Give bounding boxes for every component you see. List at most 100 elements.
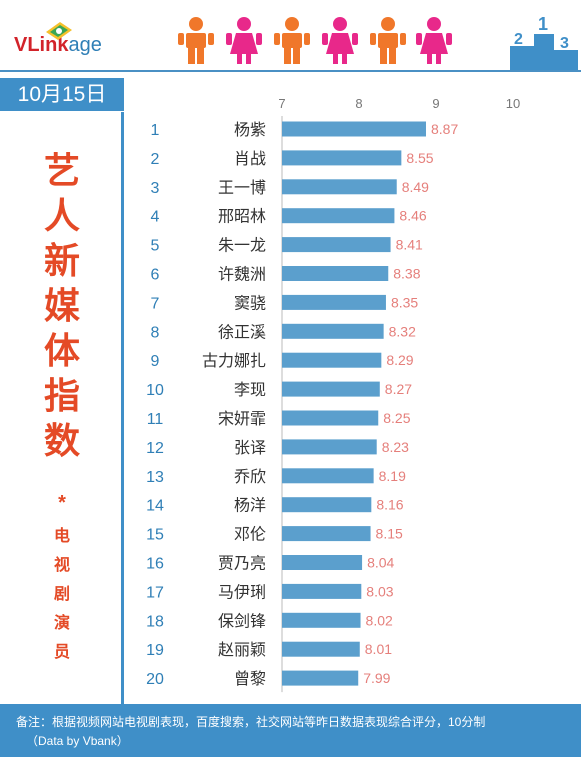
name-label: 马伊琍 — [218, 582, 266, 601]
value-label: 8.41 — [396, 237, 423, 253]
rank-label: 4 — [151, 209, 160, 226]
brand-logo-suffix: age — [68, 34, 102, 56]
value-label: 8.46 — [399, 208, 426, 224]
x-tick-label: 7 — [278, 96, 285, 111]
value-label: 8.25 — [383, 410, 410, 426]
subtitle-char: 电 — [53, 528, 70, 545]
footer-note-text: 备注：根据视频网站电视剧表现，百度搜索，社交网站等昨日数据表现综合评分，10分制 — [16, 715, 486, 729]
svg-text:1: 1 — [538, 14, 548, 34]
ranking-bar-chart: 7 8 9 10 1 杨紫 8.87 2 肖战 8.55 3 王一博 8.49 4 邢昭林 8.46 5 朱一龙 8… — [146, 96, 520, 693]
bar — [282, 497, 372, 513]
bar — [282, 323, 384, 339]
value-label: 8.01 — [365, 641, 392, 657]
svg-text:2: 2 — [514, 31, 523, 48]
bar — [282, 641, 360, 657]
bar — [282, 352, 382, 368]
bar — [282, 237, 391, 253]
name-label: 邓伦 — [234, 525, 266, 544]
value-label: 8.23 — [382, 439, 409, 455]
name-label: 保剑锋 — [218, 611, 266, 630]
bar — [282, 179, 397, 195]
name-label: 赵丽颖 — [218, 640, 266, 659]
logo-tag-icon — [46, 22, 72, 40]
name-label: 李现 — [234, 380, 266, 399]
value-label: 8.15 — [376, 526, 403, 542]
name-label: 徐正溪 — [218, 322, 266, 341]
bar — [282, 670, 359, 686]
subtitle-char: 视 — [53, 557, 70, 574]
rank-label: 19 — [146, 642, 164, 659]
page-subtitle: 电 视 剧 演 员 — [0, 522, 124, 667]
name-label: 古力娜扎 — [202, 351, 266, 370]
rank-label: 15 — [146, 527, 164, 544]
rank-label: 18 — [146, 613, 164, 630]
name-label: 肖战 — [234, 149, 266, 168]
x-tick-label: 9 — [432, 96, 439, 111]
sidebar — [0, 112, 124, 704]
value-label: 8.55 — [406, 150, 433, 166]
rank-label: 5 — [151, 238, 160, 255]
rank-label: 17 — [146, 584, 164, 601]
subtitle-char: 员 — [53, 644, 70, 661]
svg-text:3: 3 — [560, 35, 569, 52]
name-label: 曾黎 — [234, 669, 266, 688]
bar — [282, 208, 395, 224]
bar — [282, 612, 361, 628]
male-person-icon — [370, 17, 406, 64]
subtitle-char: 演 — [53, 615, 70, 632]
female-person-icon — [322, 17, 358, 64]
subtitle-char: 剧 — [53, 586, 70, 603]
page-title: 艺 人 新 媒 体 指 数 — [0, 148, 124, 463]
value-label: 7.99 — [363, 670, 390, 686]
name-label: 乔欣 — [234, 467, 266, 486]
bar — [282, 266, 389, 281]
name-label: 贾乃亮 — [218, 554, 266, 573]
value-label: 8.27 — [385, 381, 412, 397]
brand-logo-prefix: V — [14, 34, 28, 56]
rank-label: 13 — [146, 469, 164, 486]
name-label: 窦骁 — [234, 293, 266, 312]
podium-icon: 1 2 3 — [510, 14, 578, 70]
bar — [282, 121, 426, 137]
value-label: 8.35 — [391, 294, 418, 310]
name-label: 宋妍霏 — [218, 409, 266, 428]
bar — [282, 526, 371, 542]
title-char: 数 — [43, 420, 80, 461]
rank-label: 3 — [151, 180, 160, 197]
rank-label: 9 — [151, 353, 160, 370]
rank-label: 11 — [147, 411, 164, 428]
rank-label: 6 — [151, 267, 160, 284]
title-char: 人 — [43, 195, 80, 236]
value-label: 8.29 — [386, 352, 413, 368]
footer-note: 备注：根据视频网站电视剧表现，百度搜索，社交网站等昨日数据表现综合评分，10分制… — [0, 704, 581, 757]
bar — [282, 439, 377, 455]
bar — [282, 150, 402, 166]
value-label: 8.19 — [379, 468, 406, 484]
title-char: 指 — [43, 375, 80, 416]
female-person-icon — [226, 17, 262, 64]
rank-label: 8 — [151, 324, 160, 341]
title-char: 艺 — [43, 150, 80, 191]
name-label: 杨紫 — [234, 120, 266, 139]
bar — [282, 555, 363, 570]
bar — [282, 294, 386, 310]
female-person-icon — [416, 17, 452, 64]
male-person-icon — [274, 17, 310, 64]
x-tick-label: 8 — [355, 96, 362, 111]
title-asterisk: * — [58, 492, 66, 514]
bar — [282, 410, 379, 426]
name-label: 许魏洲 — [218, 265, 266, 284]
value-label: 8.04 — [367, 555, 394, 571]
bar — [282, 468, 374, 484]
name-label: 杨洋 — [234, 496, 266, 515]
rank-label: 12 — [146, 440, 164, 457]
rank-label: 1 — [151, 122, 160, 139]
rank-label: 2 — [151, 151, 160, 168]
value-label: 8.49 — [402, 179, 429, 195]
name-label: 邢昭林 — [218, 207, 266, 226]
bar — [282, 583, 362, 599]
footer-source: （Data by Vbank） — [26, 734, 129, 748]
rank-label: 14 — [146, 498, 164, 515]
name-label: 王一博 — [218, 178, 266, 197]
date-label: 10月15日 — [0, 78, 124, 111]
